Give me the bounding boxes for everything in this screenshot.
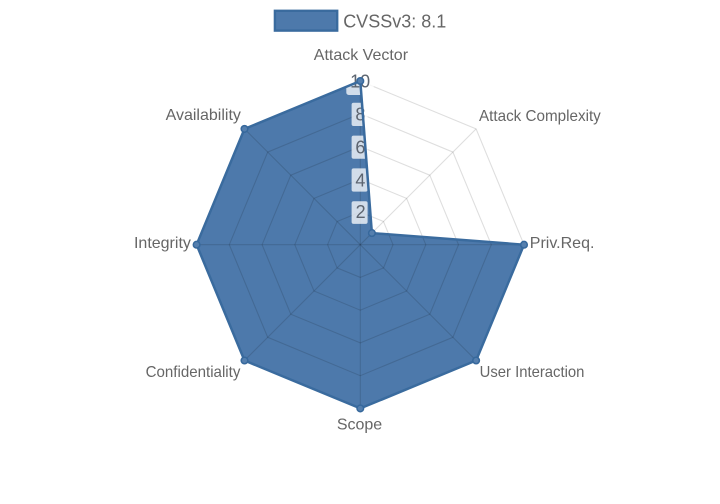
svg-text:Confidentiality: Confidentiality [146,364,241,381]
svg-text:2: 2 [356,202,366,222]
svg-text:8: 8 [355,105,365,125]
svg-text:Availability: Availability [166,107,241,124]
svg-text:Priv.Req.: Priv.Req. [530,235,595,252]
svg-text:User Interaction: User Interaction [480,364,585,381]
svg-text:Attack Vector: Attack Vector [314,47,409,64]
svg-text:4: 4 [355,170,365,190]
svg-text:Attack Complexity: Attack Complexity [479,108,601,125]
svg-text:CVSSv3: 8.1: CVSSv3: 8.1 [343,12,446,32]
svg-text:Scope: Scope [337,416,382,433]
svg-text:6: 6 [355,137,365,157]
svg-text:Integrity: Integrity [134,235,191,252]
